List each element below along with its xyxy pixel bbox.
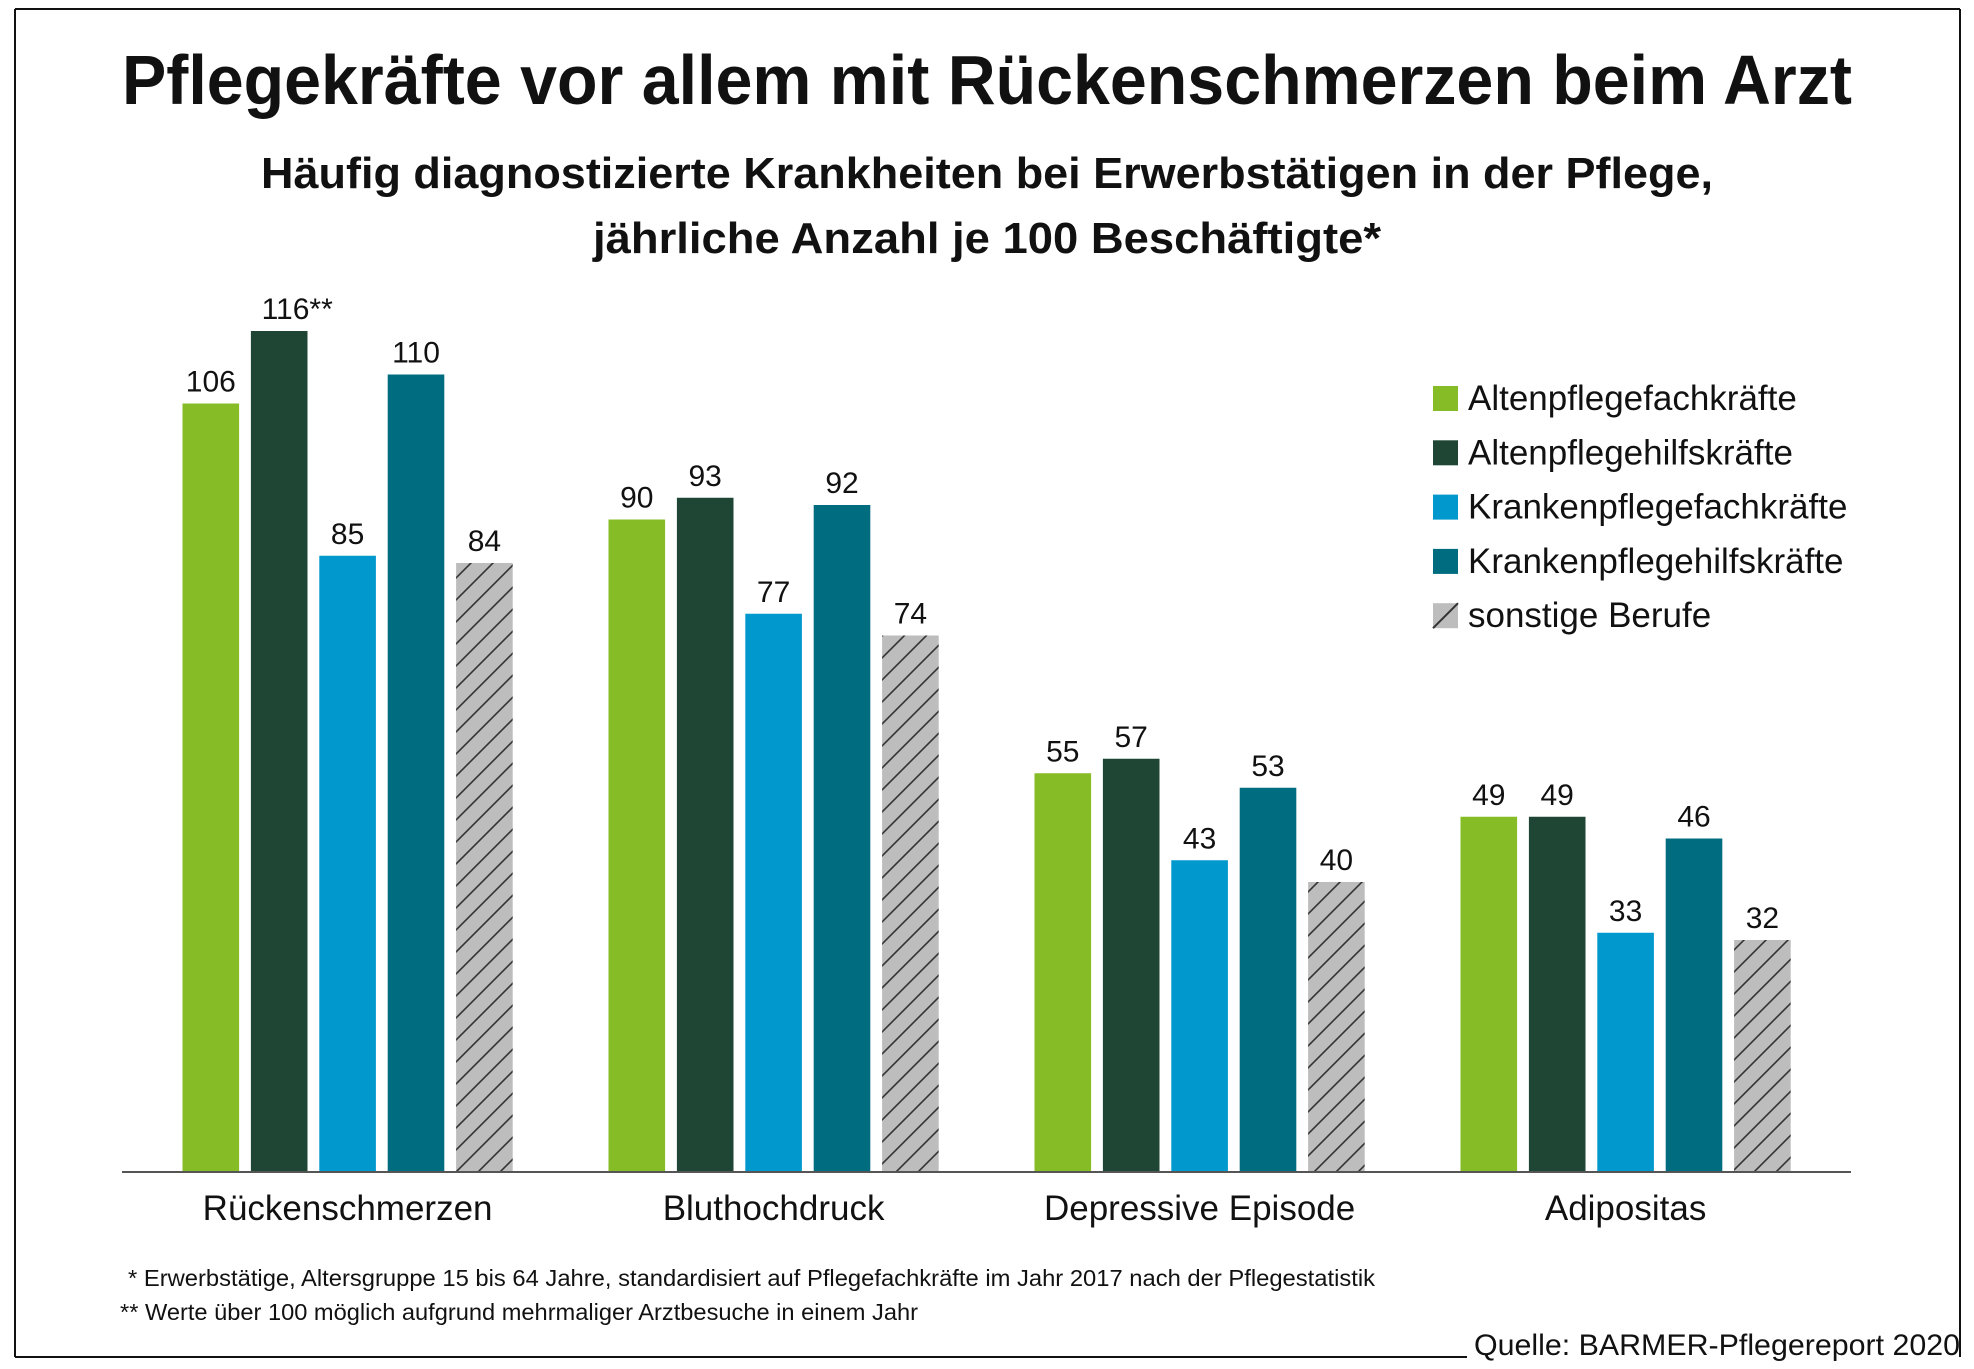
bar-4-1 <box>882 635 939 1172</box>
data-label: 49 <box>1541 779 1574 812</box>
bar-2-2 <box>1171 860 1228 1172</box>
chart-subtitle-line-2: jährliche Anzahl je 100 Beschäftigte* <box>592 214 1382 263</box>
chart-title: Pflegekräfte vor allem mit Rückenschmerz… <box>122 41 1852 119</box>
bar-2-3 <box>1597 932 1654 1172</box>
data-label: 49 <box>1472 779 1505 812</box>
legend-swatch <box>1433 440 1458 466</box>
bar-1-3 <box>1528 816 1586 1172</box>
source-note: Quelle: BARMER-Pflegereport 2020 <box>1474 1329 1960 1362</box>
bar-3-1 <box>813 505 871 1172</box>
bar-2-1 <box>745 613 802 1172</box>
legend-swatch <box>1433 494 1458 520</box>
bar-2-0 <box>319 555 376 1172</box>
bar-4-2 <box>1308 882 1365 1172</box>
legend-label: sonstige Berufe <box>1468 596 1711 635</box>
data-label: 92 <box>825 467 858 500</box>
footnote-1: * Erwerbstätige, Altersgruppe 15 bis 64 … <box>128 1265 1376 1291</box>
legend-swatch <box>1433 386 1458 411</box>
footnote-2: ** Werte über 100 möglich aufgrund mehrm… <box>120 1299 918 1325</box>
bar-3-3 <box>1665 838 1723 1172</box>
category-label: Rückenschmerzen <box>203 1189 493 1228</box>
category-label: Bluthochdruck <box>663 1189 885 1228</box>
data-label: 32 <box>1746 902 1779 935</box>
data-label: 46 <box>1677 801 1710 834</box>
data-label: 33 <box>1609 895 1642 928</box>
bar-1-0 <box>250 331 308 1172</box>
data-labels: 106 116** 85 110 84 90 93 77 92 74 55 57 43 53 40 49 49 3… <box>186 293 1779 935</box>
data-label: 57 <box>1115 721 1148 754</box>
data-label: 116** <box>262 293 334 326</box>
data-label: 85 <box>331 518 364 551</box>
bar-1-2 <box>1102 758 1160 1172</box>
legend-label: Krankenpflegefachkräfte <box>1468 488 1847 527</box>
bar-3-0 <box>387 374 445 1172</box>
bar-0-1 <box>608 519 666 1172</box>
bar-4-3 <box>1734 940 1791 1172</box>
data-label: 84 <box>468 525 501 558</box>
bar-3-2 <box>1239 787 1297 1172</box>
bar-0-0 <box>182 403 240 1172</box>
category-label: Adipositas <box>1545 1189 1706 1228</box>
bar-0-2 <box>1034 773 1092 1172</box>
legend-hatch-mark <box>1432 602 1459 629</box>
frame <box>14 8 1961 1358</box>
bars <box>182 331 1791 1172</box>
category-label: Depressive Episode <box>1044 1189 1355 1228</box>
legend-label: Altenpflegefachkräfte <box>1468 379 1797 418</box>
legend-label: Altenpflegehilfskräfte <box>1468 433 1793 472</box>
data-label: 74 <box>894 598 927 631</box>
data-label: 106 <box>186 366 236 399</box>
bar-0-3 <box>1460 816 1518 1172</box>
data-label: 40 <box>1320 844 1353 877</box>
data-label: 53 <box>1251 750 1284 783</box>
legend: Altenpflegefachkräfte Altenpflegehilfskrä… <box>1432 379 1847 635</box>
data-label: 77 <box>757 576 790 609</box>
data-label: 55 <box>1046 735 1079 768</box>
bar-1-1 <box>676 497 734 1172</box>
data-label: 43 <box>1183 822 1216 855</box>
data-label: 110 <box>392 337 440 370</box>
data-label: 93 <box>689 460 722 493</box>
bar-4-0 <box>456 563 513 1172</box>
data-label: 90 <box>620 482 653 515</box>
legend-swatch <box>1433 548 1458 574</box>
chart-subtitle-line-1: Häufig diagnostizierte Krankheiten bei E… <box>261 149 1713 198</box>
category-labels: Rückenschmerzen Bluthochdruck Depressive E… <box>203 1189 1707 1228</box>
legend-label: Krankenpflegehilfskräfte <box>1468 542 1844 581</box>
